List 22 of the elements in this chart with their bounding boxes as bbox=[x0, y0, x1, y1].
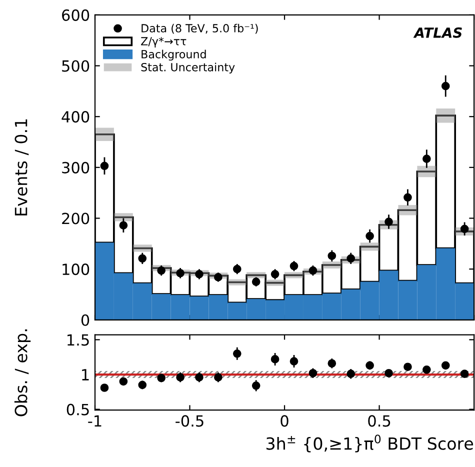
x-axis-title: 3h$^{±}$ {0,≥1}π$^{0}$ BDT Score bbox=[266, 434, 474, 452]
x-tick-label: -1 bbox=[88, 415, 102, 426]
y-tick-label: 1.5 bbox=[68, 334, 89, 346]
y-tick-label: 500 bbox=[62, 60, 90, 72]
x-tick-label: -0.5 bbox=[176, 415, 204, 427]
legend-label: Background bbox=[142, 50, 206, 61]
x-tick-label: 0.5 bbox=[368, 415, 390, 427]
y-tick-label: 0.5 bbox=[66, 404, 89, 416]
y-axis-title: Obs. / exp. bbox=[14, 329, 31, 416]
y-tick-label: 1 bbox=[82, 369, 89, 380]
y-axis-title: Events / 0.1 bbox=[14, 119, 29, 216]
annotation: ATLAS bbox=[413, 27, 462, 38]
legend-label: Z/γ*→ττ bbox=[141, 37, 186, 48]
y-tick-label: 0 bbox=[81, 314, 90, 326]
y-tick-label: 200 bbox=[62, 212, 90, 224]
y-tick-label: 100 bbox=[62, 264, 90, 276]
y-tick-label: 600 bbox=[62, 9, 90, 21]
y-tick-label: 300 bbox=[62, 162, 90, 174]
x-tick-label: 0 bbox=[280, 415, 288, 427]
y-tick-label: 400 bbox=[62, 111, 90, 123]
annotation: Stat. Uncertainty bbox=[141, 62, 235, 74]
legend-label: Data (8 TeV, 5.0 fb⁻¹) bbox=[142, 24, 258, 34]
